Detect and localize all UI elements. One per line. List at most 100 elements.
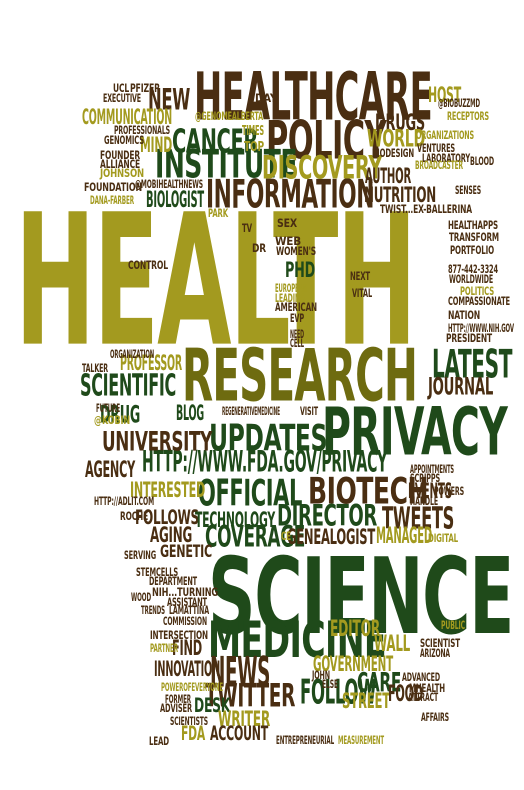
word-ce: CE xyxy=(281,530,291,544)
word-discovery: DISCOVERY xyxy=(262,149,382,187)
word-genealogist: GENEALOGIST xyxy=(287,524,375,550)
word-day: DAY xyxy=(255,92,277,106)
word-need: NEED xyxy=(290,328,304,342)
word-ucl: UCL xyxy=(113,82,129,96)
word-organization: ORGANIZATION xyxy=(110,348,154,362)
word-care: CARE xyxy=(357,665,401,698)
word-genomealberta: @GENOMEALBERTA xyxy=(195,110,263,124)
word-university: UNIVERSITY xyxy=(102,424,212,457)
word-director: DIRECTOR xyxy=(277,500,377,534)
word-host: HOST xyxy=(428,82,461,108)
word-appointments: APPOINTMENTS xyxy=(410,463,454,477)
word-dr: DR xyxy=(252,242,266,256)
word-handle: HANDLE xyxy=(410,495,438,509)
word-interested: INTERESTED xyxy=(130,477,205,503)
word-executive: EXECUTIVE xyxy=(103,92,141,106)
word-technology: TECHNOLOGY xyxy=(195,507,275,533)
word-measurement: MEASUREMENT xyxy=(338,734,384,748)
word-powers: POWERS xyxy=(434,485,464,499)
word-times: TIMES xyxy=(242,124,264,139)
word-receptors: RECEPTORS xyxy=(447,110,489,124)
word-find: FIND xyxy=(172,635,202,661)
word-trends: TRENDS xyxy=(141,604,165,618)
word-twitter: TWITTER xyxy=(205,677,295,715)
word-future: FUTURE xyxy=(96,402,120,416)
word-world: WORLD xyxy=(367,125,425,153)
word-alliance: ALLIANCE xyxy=(100,158,140,172)
word-serving: SERVING xyxy=(124,549,156,563)
word-powerofeveryone: POWEROFEVERYONE xyxy=(161,681,223,695)
word-talker: TALKER xyxy=(82,362,108,376)
word-partner: PARTNER xyxy=(150,642,178,656)
word-professionals: PROFESSIONALS xyxy=(114,124,170,138)
word-next: NEXT xyxy=(350,270,370,284)
word-evp: EVP xyxy=(290,312,304,326)
word-lead: LEAD xyxy=(149,735,169,749)
word-american: AMERICAN xyxy=(275,301,317,315)
word-account: ACCOUNT xyxy=(210,721,268,746)
word-president: PRESIDENT xyxy=(446,332,492,346)
word-senses: SENSES xyxy=(455,184,481,198)
word-women-s: WOMEN'S xyxy=(276,245,316,259)
word-science: SCIENCE xyxy=(208,536,514,659)
word-broadcaster: BROADCASTER xyxy=(415,159,463,173)
word-else: ELSE xyxy=(322,678,338,692)
word-visit: VISIT xyxy=(300,405,318,419)
word-genetic: GENETIC xyxy=(160,543,212,563)
word-http-www-fda-gov-privacy: HTTP://WWW.FDA.GOV/PRIVACY xyxy=(142,446,387,480)
word-twist-ex-ballerina: TWIST...EX-BALLERINA xyxy=(380,203,472,217)
word-ventures: VENTURES xyxy=(417,142,455,156)
word-managed: MANAGED xyxy=(376,523,432,550)
word-european: EUROPEAN xyxy=(275,282,307,296)
word-pfizer: PFIZER xyxy=(130,82,160,96)
word-kobin: @KOBIN xyxy=(94,414,130,428)
word-commission: COMMISSION xyxy=(163,615,207,629)
word-mobihealthnews: @MOBIHEALTHNEWS xyxy=(135,178,203,192)
word-blog: BLOG xyxy=(176,400,204,426)
word-mind: MIND xyxy=(140,132,172,158)
word-cell: CELL xyxy=(290,337,304,351)
word-author: AUTHOR xyxy=(365,163,411,189)
word-intersection: INTERSECTION xyxy=(150,629,208,643)
word-nutrition: NUTRITION xyxy=(364,182,436,208)
word-organizations: ORGANIZATIONS xyxy=(416,129,474,143)
word-web: WEB xyxy=(275,235,301,249)
word-roche: ROCHE xyxy=(120,510,148,524)
word-healthcare: HEALTHCARE xyxy=(194,58,433,136)
word-food: FOOD xyxy=(388,681,423,708)
word-lamattina: LAMATTINA xyxy=(169,604,209,618)
word-digital: DIGITAL xyxy=(428,532,458,546)
word-biotech: BIOTECH xyxy=(308,468,429,513)
word-agency: AGENCY xyxy=(85,457,135,484)
word-laboratory: LABORATORY xyxy=(422,152,470,166)
word-department: DEPARTMENT xyxy=(149,575,197,589)
word-communication: COMMUNICATION xyxy=(82,104,172,130)
word-editor: EDITOR xyxy=(330,616,380,643)
word-follow: FOLLOW xyxy=(300,673,376,713)
word-wall: WALL xyxy=(374,631,410,658)
word-professor: PROFESSOR xyxy=(120,350,182,376)
word-vital: VITAL xyxy=(352,287,372,301)
word-worldwide: WORLDWIDE xyxy=(449,273,493,287)
word-official: OFFICIAL xyxy=(198,470,302,515)
word-http-adlit-com: HTTP://ADLIT.COM xyxy=(94,495,154,509)
word-adviser: ADVISER xyxy=(160,702,192,716)
word-regenerativemedicine: REGENERATIVEMEDICINE xyxy=(222,405,280,419)
word-updates: UPDATES xyxy=(209,415,327,460)
word-transform: TRANSFORM xyxy=(449,231,499,245)
word-new: NEW xyxy=(148,84,190,118)
word-foundation: FOUNDATION xyxy=(84,181,142,195)
word-nih-turning: NIH...TURNING xyxy=(152,586,218,600)
word-park: PARK xyxy=(208,207,228,221)
word-writer: WRITER xyxy=(218,706,270,732)
word-scripps: SCRIPPS xyxy=(410,472,440,486)
word-cancer: CANCER xyxy=(172,122,258,161)
word-entrepreneurial: ENTREPRENEURIAL xyxy=(276,734,334,748)
word-nation: NATION xyxy=(448,309,480,323)
word-desk: DESK xyxy=(194,693,230,718)
word-drug: DRUG xyxy=(100,401,140,429)
word-scientist: SCIENTIST xyxy=(420,637,460,651)
word-policy: POLICY xyxy=(266,111,387,172)
word-aging: AGING xyxy=(150,522,192,548)
word-scientific: SCIENTIFIC xyxy=(80,369,176,404)
